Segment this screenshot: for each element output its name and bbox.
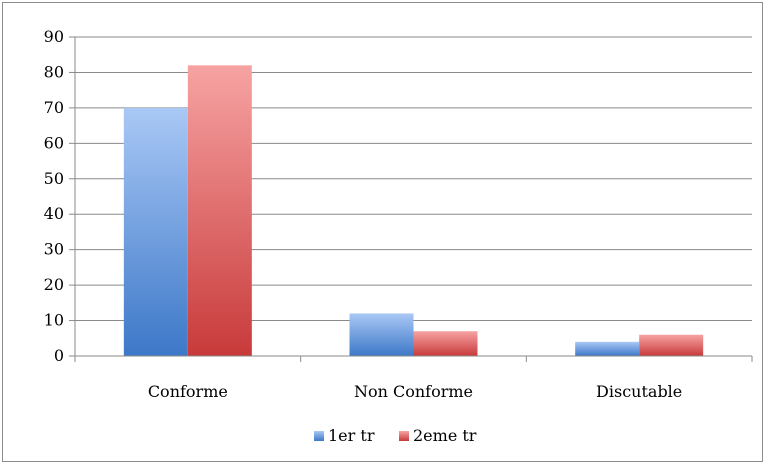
bar-1er-tr-conforme	[123, 107, 188, 356]
legend-swatch	[399, 431, 409, 441]
y-tick-label: 30	[44, 240, 64, 259]
legend-item-2eme-tr: 2eme tr	[399, 426, 477, 445]
legend-item-1er-tr: 1er tr	[314, 426, 375, 445]
bar-1er-tr-non-conforme	[349, 313, 414, 356]
x-category-label: Conforme	[148, 382, 228, 401]
legend: 1er tr 2eme tr	[314, 426, 477, 445]
y-tick-labels: 0 10 20 30 40 50 60 70 80 90	[44, 27, 64, 365]
bar-1er-tr-discutable	[575, 341, 640, 356]
y-tick-label: 40	[44, 204, 64, 223]
legend-label: 1er tr	[328, 426, 375, 445]
y-tick-label: 80	[44, 62, 64, 81]
legend-label: 2eme tr	[413, 426, 477, 445]
legend-swatch	[314, 431, 324, 441]
axes	[69, 36, 753, 362]
x-category-label: Discutable	[596, 382, 682, 401]
y-tick-label: 60	[44, 133, 64, 152]
x-category-label: Non Conforme	[354, 382, 473, 401]
y-tick-label: 70	[44, 98, 64, 117]
bar-2eme-tr-discutable	[639, 334, 704, 356]
y-tick-label: 10	[44, 311, 64, 330]
x-category-labels: Conforme Non Conforme Discutable	[148, 382, 682, 401]
y-tick-label: 0	[54, 346, 64, 365]
bar-2eme-tr-conforme	[187, 65, 252, 356]
y-tick-label: 20	[44, 275, 64, 294]
bar-2eme-tr-non-conforme	[413, 331, 478, 356]
bars	[123, 65, 704, 356]
y-tick-label: 50	[44, 169, 64, 188]
y-tick-label: 90	[44, 27, 64, 46]
